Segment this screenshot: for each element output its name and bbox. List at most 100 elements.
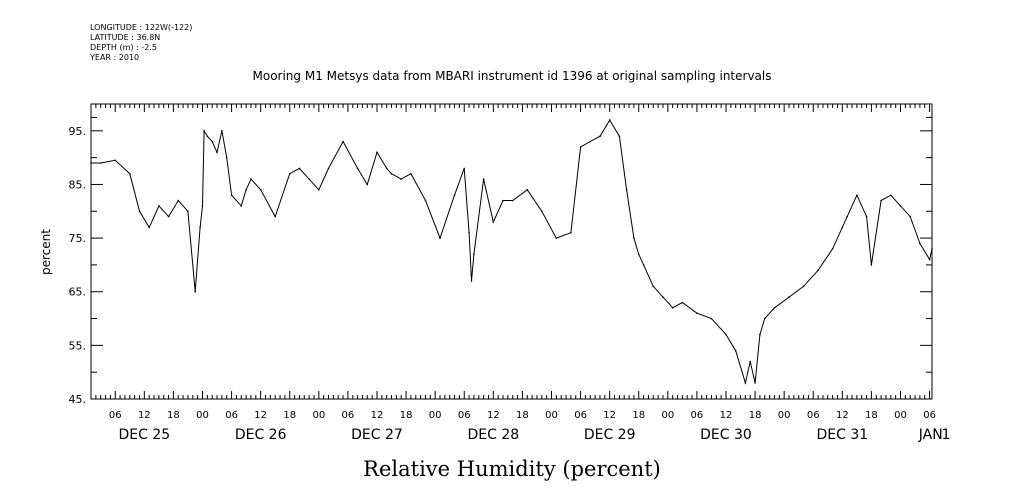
humidity-data-point xyxy=(589,140,592,143)
hour-tick-label: 00 xyxy=(894,410,907,421)
humidity-data-point xyxy=(327,167,330,170)
y-tick-label: 95. xyxy=(69,125,87,138)
humidity-data-point xyxy=(298,167,301,170)
humidity-data-point xyxy=(376,151,378,154)
humidity-data-point xyxy=(274,215,277,218)
hour-tick-label: 06 xyxy=(923,410,936,421)
hour-tick-label: 06 xyxy=(225,410,238,421)
longitude-text: LONGITUDE : 122W(-122) xyxy=(90,23,192,32)
x-axis-title: Relative Humidity (percent) xyxy=(363,457,661,481)
hour-tick-label: 18 xyxy=(749,410,762,421)
date-label: DEC 28 xyxy=(467,427,519,443)
humidity-data-point xyxy=(199,226,201,229)
humidity-data-point xyxy=(400,178,403,180)
humidity-data-point xyxy=(410,172,412,175)
humidity-data-point xyxy=(138,210,141,213)
humidity-data-point xyxy=(158,205,160,207)
humidity-data-point xyxy=(502,199,504,202)
humidity-data-point xyxy=(618,135,621,137)
humidity-data-point xyxy=(696,312,698,315)
hour-tick-label: 00 xyxy=(661,410,674,421)
hour-tick-label: 12 xyxy=(720,410,733,421)
hour-tick-label: 12 xyxy=(487,410,500,421)
humidity-data-point xyxy=(890,194,892,196)
humidity-data-point xyxy=(288,172,291,175)
humidity-data-point xyxy=(734,349,737,352)
humidity-data-point xyxy=(608,119,611,121)
humidity-data-point xyxy=(148,226,150,229)
humidity-data-point xyxy=(919,242,921,245)
humidity-data-point xyxy=(308,178,310,180)
hour-tick-label: 06 xyxy=(807,410,820,421)
humidity-data-point xyxy=(439,237,441,239)
humidity-data-point xyxy=(817,269,819,272)
hour-tick-label: 18 xyxy=(865,410,878,421)
date-label: DEC 30 xyxy=(700,427,752,443)
humidity-data-point xyxy=(880,199,882,202)
x-axis-labels: 06 12 18 00 06 12 18 00 06 12 18 00 06 12 18 00 06 12 18 00… xyxy=(109,410,951,443)
humidity-data-point xyxy=(652,285,655,288)
humidity-data-point xyxy=(167,215,170,218)
humidity-data-point xyxy=(99,162,102,164)
hour-tick-label: 12 xyxy=(603,410,616,421)
humidity-data-point xyxy=(759,333,761,336)
hour-tick-label: 18 xyxy=(632,410,645,421)
humidity-data-point xyxy=(390,172,393,175)
humidity-data-point xyxy=(470,280,473,282)
humidity-data-point xyxy=(194,290,196,293)
humidity-data-point xyxy=(463,167,466,170)
humidity-data-point xyxy=(482,178,485,180)
hour-tick-label: 18 xyxy=(167,410,180,421)
humidity-data-point xyxy=(846,215,848,218)
hour-tick-label: 06 xyxy=(458,410,471,421)
humidity-data-point xyxy=(744,382,747,384)
y-axis: 45. 55. 65. 75. 85. 95. xyxy=(69,116,932,406)
y-tick-label: 75. xyxy=(69,232,87,245)
humidity-data-point xyxy=(342,140,344,143)
y-tick-label: 55. xyxy=(69,339,87,352)
humidity-data-point xyxy=(250,178,252,180)
depth-text: DEPTH (m) : -2.5 xyxy=(90,43,157,52)
humidity-data-point xyxy=(385,167,388,170)
humidity-data-point xyxy=(240,205,243,207)
humidity-data-point xyxy=(764,317,766,320)
humidity-data-point xyxy=(473,253,475,255)
date-label: DEC 29 xyxy=(584,427,636,443)
humidity-data-point xyxy=(230,194,233,196)
hour-tick-label: 00 xyxy=(778,410,791,421)
humidity-data-point xyxy=(259,189,262,191)
hour-tick-label: 12 xyxy=(836,410,849,421)
humidity-data-point xyxy=(773,307,776,309)
humidity-data-point xyxy=(754,382,756,384)
humidity-data-point xyxy=(366,183,369,186)
humidity-data-point xyxy=(129,172,131,175)
humidity-data-point xyxy=(931,248,933,250)
y-tick-label: 85. xyxy=(69,178,87,191)
humidity-data-point xyxy=(899,205,902,207)
humidity-data-point xyxy=(511,199,514,202)
date-label: DEC 25 xyxy=(118,427,170,443)
hour-tick-label: 00 xyxy=(312,410,325,421)
humidity-data-point xyxy=(318,189,320,191)
humidity-data-point xyxy=(245,189,247,191)
humidity-data-point xyxy=(216,151,218,154)
humidity-data-point xyxy=(177,199,180,202)
humidity-data-point xyxy=(749,360,751,363)
humidity-data-point xyxy=(870,264,873,266)
date-label: 1 xyxy=(942,427,951,443)
hour-tick-label: 06 xyxy=(109,410,122,421)
humidity-data-point xyxy=(725,333,727,336)
humidity-data-point xyxy=(453,194,456,196)
humidity-data-point xyxy=(681,301,684,304)
date-label: DEC 27 xyxy=(351,427,403,443)
humidity-data-point xyxy=(492,221,495,223)
y-tick-label: 45. xyxy=(69,393,87,406)
hour-tick-label: 12 xyxy=(254,410,267,421)
hour-tick-label: 06 xyxy=(342,410,355,421)
humidity-data-point xyxy=(90,162,92,164)
humidity-data-point xyxy=(865,215,868,218)
hour-tick-label: 00 xyxy=(196,410,209,421)
hour-tick-label: 06 xyxy=(691,410,704,421)
hour-tick-label: 00 xyxy=(429,410,442,421)
